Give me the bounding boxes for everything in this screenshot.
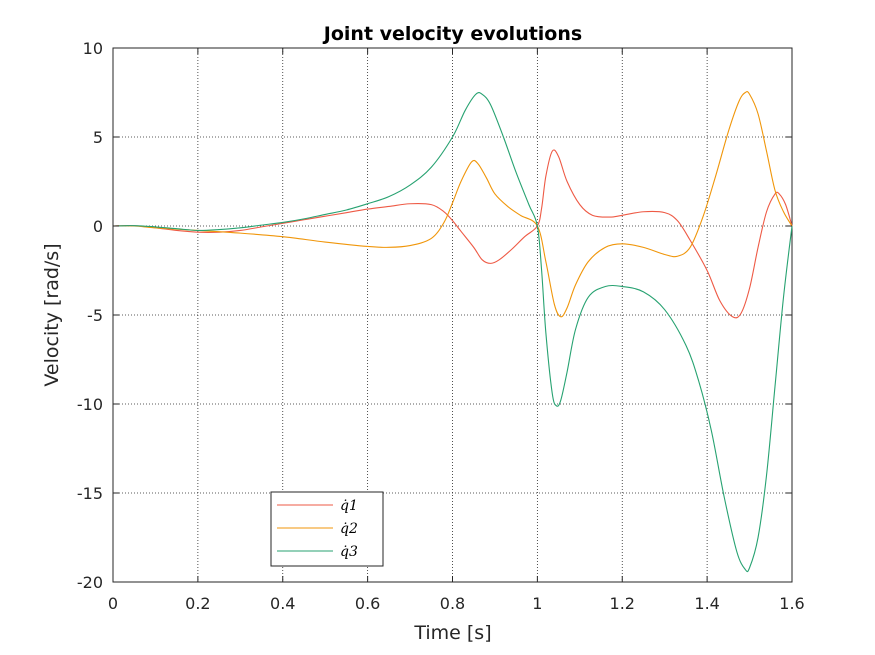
legend-box <box>270 491 384 567</box>
x-tick-label: 0 <box>108 594 118 613</box>
series-line-q2 <box>112 91 793 318</box>
y-tick-label: -5 <box>87 306 103 325</box>
y-tick-label: 10 <box>83 39 103 58</box>
legend-label-q3: q̇3 <box>340 544 358 560</box>
chart-title: Joint velocity evolutions <box>322 23 582 45</box>
x-tick-label: 1.2 <box>610 594 635 613</box>
legend-label-q1: q̇1 <box>340 498 358 514</box>
x-tick-label: 0.2 <box>185 594 210 613</box>
x-axis-label: Time [s] <box>413 622 491 644</box>
y-axis-label: Velocity [rad/s] <box>41 243 63 386</box>
series-line-q3 <box>112 92 793 573</box>
grid-lines <box>113 48 792 582</box>
y-tick-label: -10 <box>77 395 103 414</box>
legend-label-q2: q̇2 <box>340 521 358 537</box>
x-tick-label: 1.4 <box>694 594 719 613</box>
x-tick-label: 0.6 <box>355 594 380 613</box>
series-lines <box>112 91 793 573</box>
y-tick-label: 0 <box>93 217 103 236</box>
x-tick-label: 1 <box>532 594 542 613</box>
y-tick-label: -15 <box>77 484 103 503</box>
legend: q̇1 q̇2 q̇3 <box>270 491 384 567</box>
series-line-q1 <box>112 149 793 319</box>
x-tick-label: 0.8 <box>440 594 465 613</box>
y-axis-ticks: -20 -15 -10 -5 0 5 10 <box>77 39 792 592</box>
x-tick-label: 1.6 <box>779 594 804 613</box>
x-axis-ticks: 0 0.2 0.4 0.6 0.8 1 1.2 1.4 1.6 <box>108 48 805 613</box>
x-tick-label: 0.4 <box>270 594 295 613</box>
y-tick-label: -20 <box>77 573 103 592</box>
y-tick-label: 5 <box>93 128 103 147</box>
